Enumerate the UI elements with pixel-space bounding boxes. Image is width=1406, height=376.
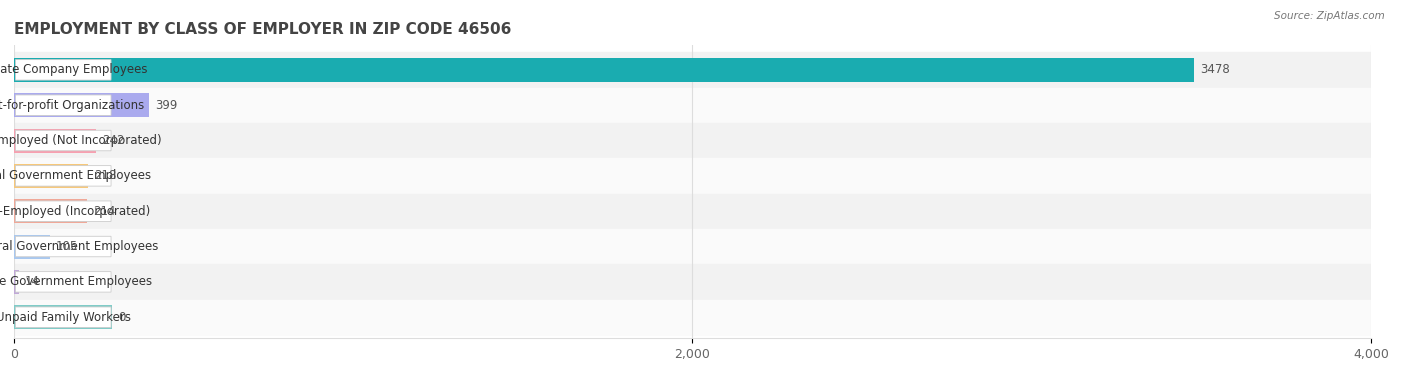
Bar <box>14 235 49 259</box>
Bar <box>14 93 149 117</box>
Text: 3478: 3478 <box>1199 63 1230 76</box>
Bar <box>14 129 96 153</box>
Bar <box>14 305 112 329</box>
FancyBboxPatch shape <box>15 130 111 151</box>
Text: 14: 14 <box>25 275 39 288</box>
FancyBboxPatch shape <box>15 236 111 257</box>
Text: EMPLOYMENT BY CLASS OF EMPLOYER IN ZIP CODE 46506: EMPLOYMENT BY CLASS OF EMPLOYER IN ZIP C… <box>14 22 512 37</box>
Text: Private Company Employees: Private Company Employees <box>0 63 148 76</box>
Text: 399: 399 <box>156 99 179 112</box>
Bar <box>14 264 1371 300</box>
Text: Federal Government Employees: Federal Government Employees <box>0 240 157 253</box>
Bar <box>14 88 1371 123</box>
Bar <box>14 300 1371 335</box>
Text: 0: 0 <box>118 311 127 324</box>
Bar <box>14 270 18 294</box>
Bar <box>14 199 87 223</box>
Bar <box>14 194 1371 229</box>
Text: State Government Employees: State Government Employees <box>0 275 152 288</box>
Text: 214: 214 <box>93 205 115 218</box>
Bar <box>14 52 1371 88</box>
Text: Self-Employed (Not Incorporated): Self-Employed (Not Incorporated) <box>0 134 162 147</box>
Bar <box>14 123 1371 158</box>
FancyBboxPatch shape <box>15 60 111 80</box>
Text: 242: 242 <box>103 134 125 147</box>
Bar <box>14 229 1371 264</box>
FancyBboxPatch shape <box>15 201 111 221</box>
Text: 218: 218 <box>94 169 117 182</box>
Bar <box>14 58 1194 82</box>
Text: Source: ZipAtlas.com: Source: ZipAtlas.com <box>1274 11 1385 21</box>
Text: 105: 105 <box>56 240 77 253</box>
Text: Unpaid Family Workers: Unpaid Family Workers <box>0 311 131 324</box>
Bar <box>14 164 89 188</box>
FancyBboxPatch shape <box>15 271 111 292</box>
Text: Not-for-profit Organizations: Not-for-profit Organizations <box>0 99 145 112</box>
FancyBboxPatch shape <box>15 95 111 115</box>
Text: Local Government Employees: Local Government Employees <box>0 169 152 182</box>
FancyBboxPatch shape <box>15 307 111 327</box>
FancyBboxPatch shape <box>15 165 111 186</box>
Text: Self-Employed (Incorporated): Self-Employed (Incorporated) <box>0 205 150 218</box>
Bar <box>14 158 1371 194</box>
